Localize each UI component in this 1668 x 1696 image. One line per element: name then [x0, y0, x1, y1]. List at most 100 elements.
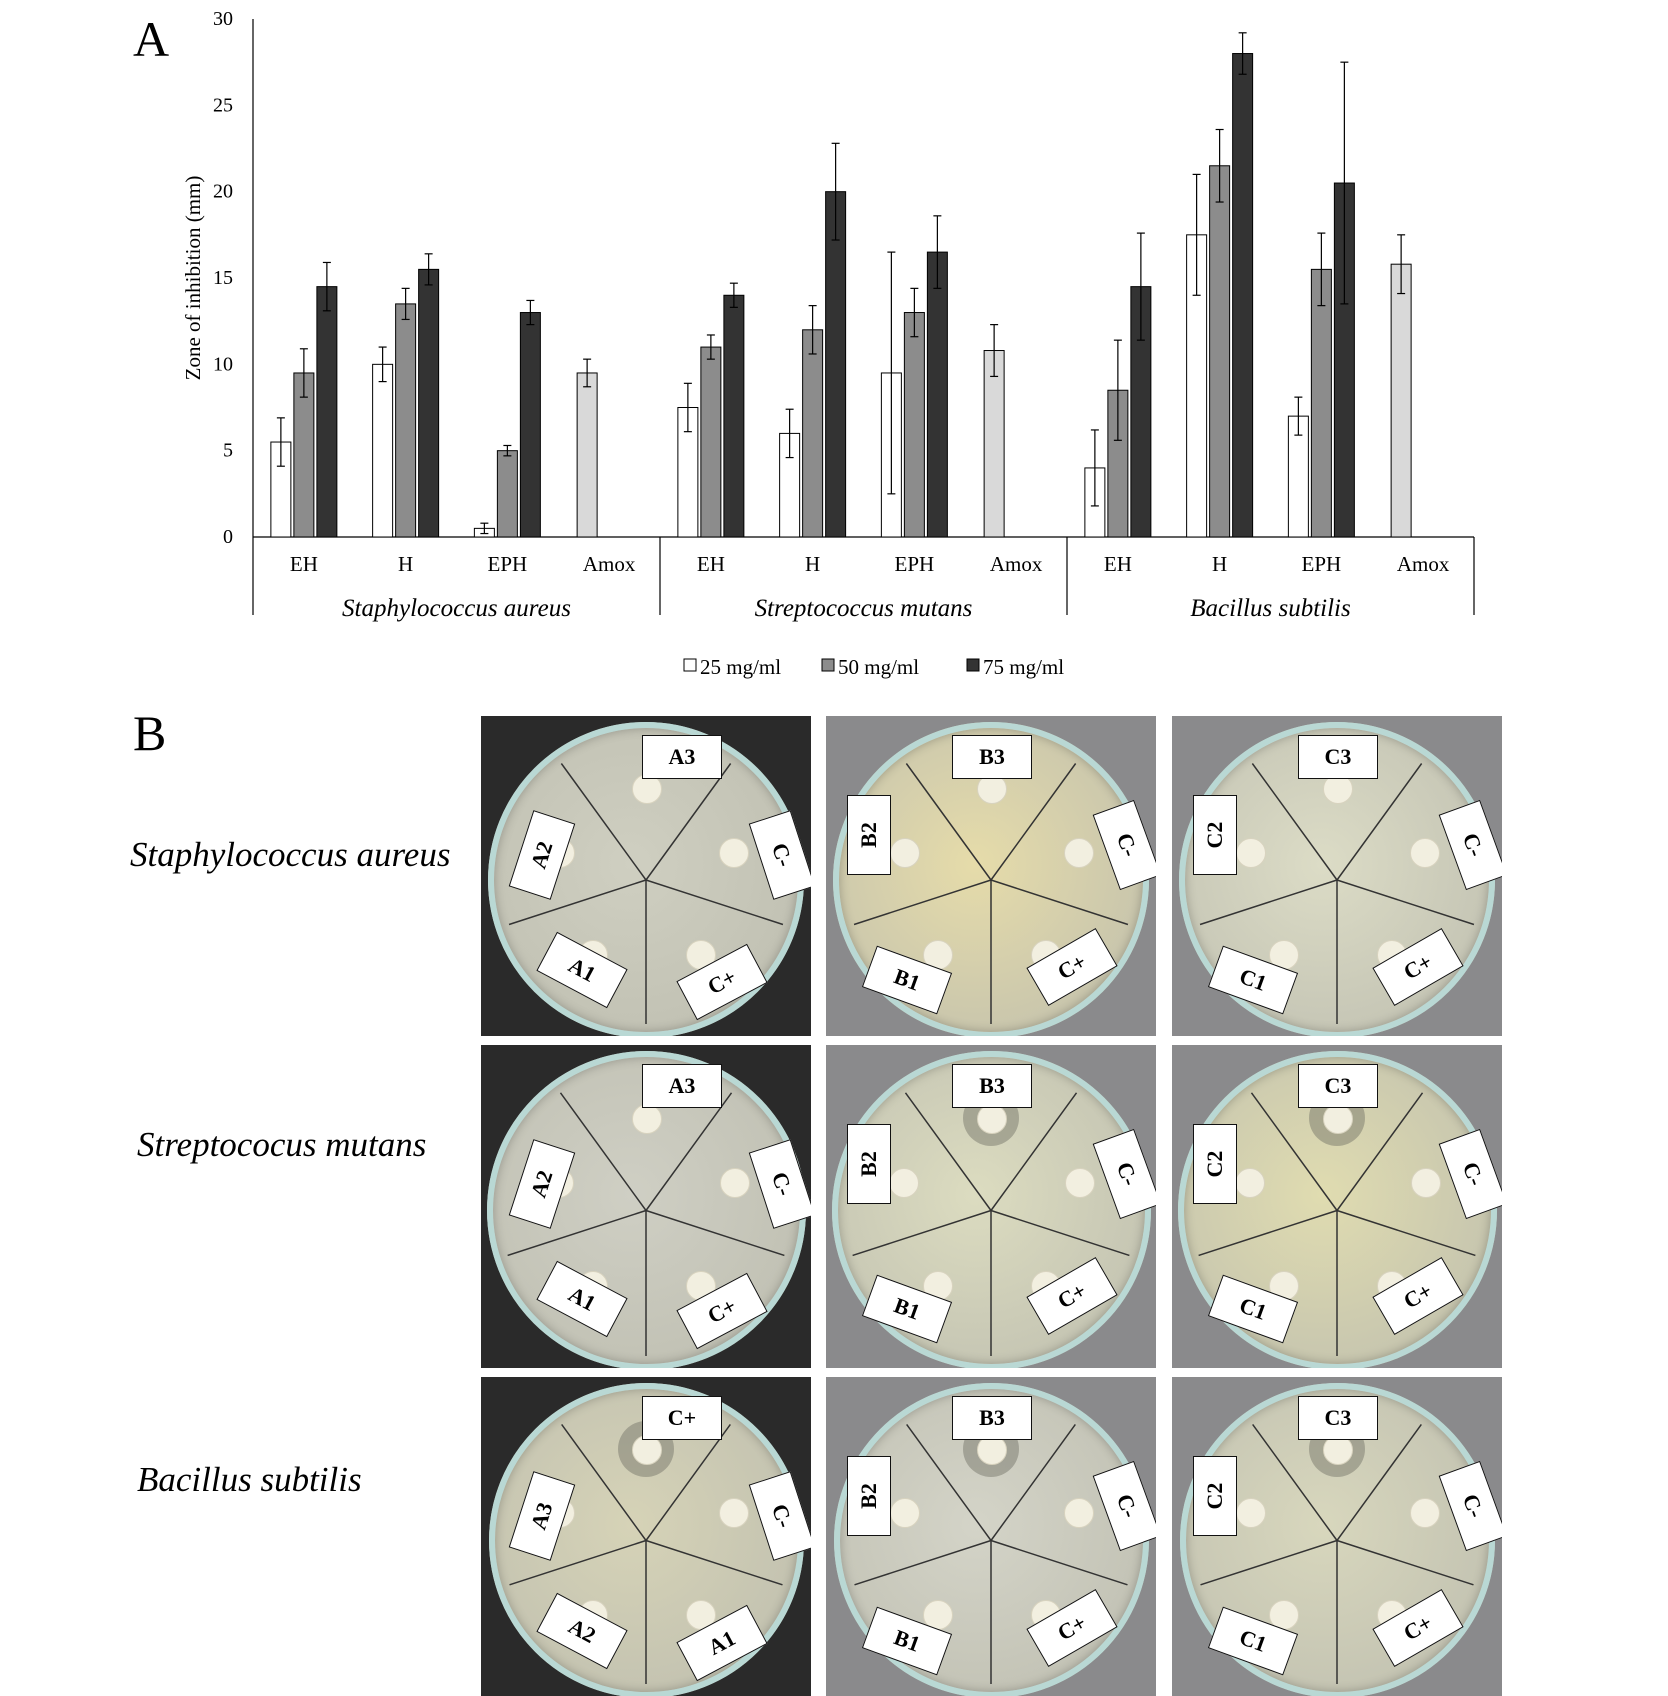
bar-eh: [700, 346, 722, 538]
y-axis-title: Zone of inhibition (mm): [181, 176, 205, 381]
antibiotic-disk: [1064, 1167, 1095, 1198]
plate-label-tag: C3: [1298, 1396, 1378, 1440]
sector-marker-lines: [854, 1423, 1128, 1684]
sector-line: [1336, 1423, 1422, 1541]
category-tick-label: Amox: [1397, 552, 1450, 576]
antibiotic-disk: [889, 837, 920, 868]
plate-label-tag: C2: [1193, 795, 1237, 875]
plate-label-tag: C3: [1298, 1064, 1378, 1108]
sector-line: [990, 1209, 1130, 1257]
sector-marker-lines: [509, 1423, 783, 1684]
antibiotic-disk: [889, 1167, 920, 1198]
legend-label: 25 mg/ml: [700, 655, 781, 679]
legend-swatch: [966, 658, 980, 672]
category-tick-label: H: [805, 552, 820, 576]
sector-line: [1336, 879, 1475, 926]
y-tick-label: 25: [213, 94, 233, 116]
sector-line: [990, 1539, 1128, 1586]
plate-label-tag: B2: [847, 1124, 891, 1204]
row-label-streptococcus: Streptococus mutans: [137, 1125, 427, 1164]
bar-eh: [316, 286, 338, 538]
sector-line: [1336, 1092, 1424, 1211]
category-tick-label: H: [1212, 552, 1227, 576]
sector-line: [1198, 1209, 1338, 1257]
bar-eph: [1310, 268, 1332, 538]
antibiotic-disk: [719, 837, 750, 868]
sector-line: [990, 1423, 1076, 1541]
sector-line: [1336, 1539, 1474, 1586]
plate-label-tag: A3: [642, 735, 722, 779]
y-tick-label: 5: [223, 440, 233, 462]
sector-line: [852, 1209, 992, 1257]
group-label: Staphylococcus aureus: [342, 595, 571, 622]
sector-line: [905, 763, 992, 881]
sector-marker-lines: [853, 763, 1129, 1024]
sector-line: [906, 1423, 992, 1541]
bar-eph: [926, 251, 948, 538]
antibiotic-disk: [1323, 1103, 1353, 1134]
sector-line: [509, 1539, 647, 1586]
category-tick-label: EH: [1104, 552, 1132, 576]
bar-chart: 0 5 10 15 20 25 30 Zone of inhibition (mm) Staph…: [181, 8, 1475, 679]
category-tick-label: Amox: [990, 552, 1043, 576]
category-tick-label: H: [398, 552, 413, 576]
bar-amox: [983, 350, 1005, 538]
legend-label: 50 mg/ml: [838, 655, 919, 679]
antibiotic-disk: [977, 1103, 1007, 1134]
sector-marker-lines: [507, 1092, 785, 1356]
bar-eh: [723, 294, 745, 538]
sector-line: [645, 1423, 731, 1541]
antibiotic-disk: [1410, 1167, 1441, 1198]
antibiotic-disk: [632, 774, 662, 805]
category-tick-label: EH: [290, 552, 318, 576]
petri-plate-photo: B3 B2 B1 C+ C-: [826, 716, 1156, 1036]
antibiotic-disk: [890, 1498, 921, 1529]
bar-eph: [519, 312, 541, 538]
bar-amox: [576, 372, 598, 538]
plate-label-tag: C+: [642, 1396, 722, 1440]
antibiotic-disk: [719, 1167, 750, 1198]
sector-line: [854, 1539, 992, 1586]
bar-h: [1232, 53, 1254, 538]
sector-line: [1252, 1423, 1338, 1541]
sector-line: [1336, 763, 1423, 881]
sector-line: [990, 879, 1129, 926]
row-label-staphylococcus: Staphylococcus aureus: [130, 835, 451, 874]
bar-h: [825, 191, 847, 538]
plate-label-tag: B3: [952, 1064, 1032, 1108]
plate-label-tag: A3: [642, 1064, 722, 1108]
y-tick-label: 10: [213, 353, 233, 375]
bar-eph: [903, 312, 925, 538]
dish-rim: [1177, 1051, 1497, 1368]
antibiotic-disk: [632, 1435, 662, 1466]
sector-line: [645, 879, 784, 926]
sector-line: [559, 1092, 647, 1211]
antibiotic-disk: [1063, 1498, 1094, 1529]
sector-line: [1251, 763, 1338, 881]
bar-h: [372, 363, 394, 538]
plate-label-tag: B2: [847, 1456, 891, 1536]
panel-a-letter: A: [133, 11, 170, 67]
sector-line: [645, 1092, 733, 1211]
plate-label-tag: C2: [1193, 1456, 1237, 1536]
petri-plate-photo: B3 B2 B1 C+ C-: [826, 1377, 1156, 1696]
petri-plate-photo: A3 A2 A1 C+ C-: [481, 1045, 811, 1368]
legend-swatch: [821, 658, 835, 672]
sector-line: [990, 1092, 1078, 1211]
petri-plate-photo: C3 C2 C1 C+ C-: [1172, 1377, 1502, 1696]
sector-line: [904, 1092, 992, 1211]
category-tick-label: EPH: [1302, 552, 1342, 576]
antibiotic-disk: [1269, 940, 1300, 971]
sector-line: [1250, 1092, 1338, 1211]
antibiotic-disk: [1235, 1167, 1266, 1198]
category-tick-label: EPH: [488, 552, 528, 576]
sector-line: [507, 1209, 647, 1257]
sector-line: [1336, 1209, 1476, 1257]
sector-line: [853, 879, 992, 926]
plate-label-tag: C2: [1193, 1124, 1237, 1204]
category-tick-label: EH: [697, 552, 725, 576]
y-tick-label: 30: [213, 8, 233, 30]
petri-plate-photo: C3 C2 C1 C+ C-: [1172, 716, 1502, 1036]
petri-plate-photo: C+ A3 A2 A1 C-: [481, 1377, 811, 1696]
antibiotic-disk: [1410, 837, 1441, 868]
